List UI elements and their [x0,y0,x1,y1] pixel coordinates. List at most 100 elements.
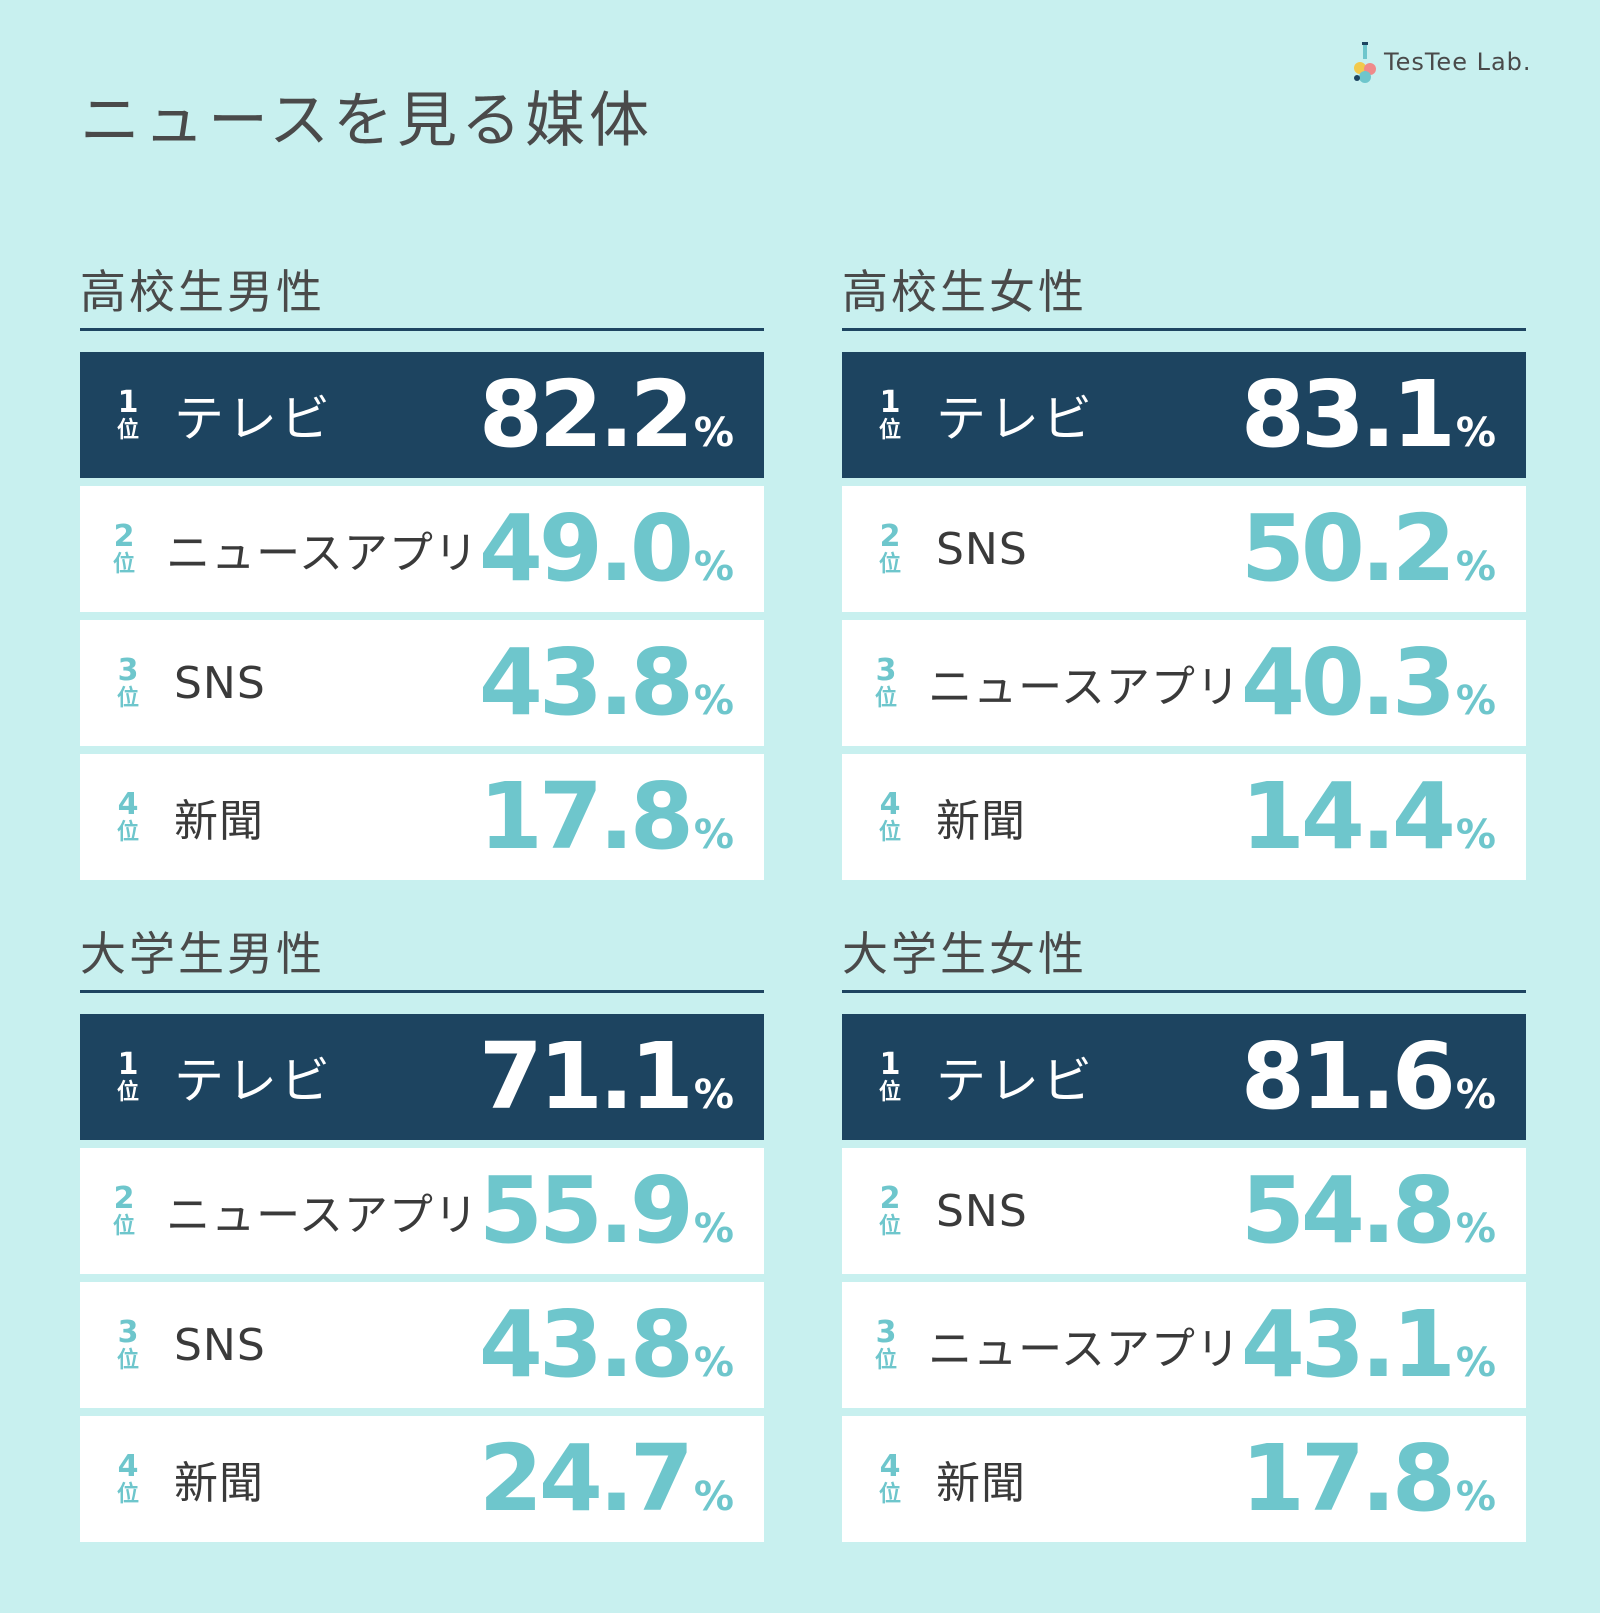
ranking-row: 4 位新聞 24.7% [80,1416,764,1542]
rank-suffix: 位 [113,1214,136,1239]
percentage-value: 24.7% [479,1433,764,1525]
percentage-number: 14.4 [1240,763,1456,870]
rank-number: 1 [879,1047,901,1082]
ranking-row: 2 位ニュースアプリ 55.9% [80,1148,764,1274]
ranking-row: 3 位 SNS 43.8% [80,620,764,746]
ranking-row: 4 位新聞 17.8% [80,754,764,880]
rank-number: 3 [117,653,139,688]
rank-number: 3 [875,653,897,688]
rank-suffix: 位 [878,1214,901,1239]
percentage-value: 43.8% [479,1299,764,1391]
rank-suffix: 位 [116,418,139,443]
ranking-row: 1 位テレビ 81.6% [842,1014,1526,1140]
percentage-number: 24.7 [478,1425,694,1532]
rank-number: 2 [113,519,135,554]
ranking-row: 1 位テレビ 82.2% [80,352,764,478]
percent-sign: % [1455,544,1496,590]
percentage-value: 55.9% [479,1165,764,1257]
rank-suffix: 位 [116,1482,139,1507]
percentage-value: 40.3% [1241,637,1526,729]
percentage-value: 43.8% [479,637,764,729]
rank-suffix: 位 [875,686,898,711]
percentage-number: 17.8 [478,763,694,870]
percent-sign: % [1455,1206,1496,1252]
percentage-number: 43.8 [478,629,694,736]
rank-suffix: 位 [116,820,139,845]
rank-number: 2 [113,1181,135,1216]
percentage-value: 82.2% [479,369,764,461]
panel-divider [80,990,764,993]
media-label: SNS [174,1319,266,1371]
rank-number: 4 [117,787,139,822]
percent-sign: % [1455,410,1496,456]
percent-sign: % [693,678,734,724]
rank-number: 1 [117,1047,139,1082]
percentage-number: 40.3 [1240,629,1456,736]
panel-title: 大学生女性 [842,927,1087,981]
rank-suffix: 位 [878,552,901,577]
rank-number: 3 [875,1315,897,1350]
media-label: SNS [936,523,1028,575]
panel-hs-male: 高校生男性 1 位テレビ 82.2% 2 位ニュースアプリ 49.0% 3 位 SNS 43.8% 4… [80,262,764,888]
rank-number: 3 [117,1315,139,1350]
rank-suffix: 位 [116,1348,139,1373]
ranking-row: 1 位テレビ 71.1% [80,1014,764,1140]
rank-suffix: 位 [878,418,901,443]
panel-divider [842,328,1526,331]
percent-sign: % [1455,1340,1496,1386]
percent-sign: % [1455,678,1496,724]
ranking-row: 2 位 SNS 50.2% [842,486,1526,612]
media-label: テレビ [936,1052,1095,1110]
percent-sign: % [693,410,734,456]
percentage-value: 49.0% [479,503,764,595]
ranking-row: 4 位新聞 14.4% [842,754,1526,880]
percent-sign: % [693,1206,734,1252]
percentage-number: 17.8 [1240,1425,1456,1532]
ranking-row: 4 位新聞 17.8% [842,1416,1526,1542]
media-label: テレビ [174,390,333,448]
rank-suffix: 位 [878,1080,901,1105]
percentage-value: 14.4% [1241,771,1526,863]
testee-lab-logo: TesTee Lab. [1352,40,1532,84]
rank-suffix: 位 [878,820,901,845]
rank-suffix: 位 [113,552,136,577]
media-label: 新聞 [936,1458,1026,1509]
percentage-value: 83.1% [1241,369,1526,461]
percentage-value: 81.6% [1241,1031,1526,1123]
percentage-number: 49.0 [478,495,694,602]
percentage-value: 71.1% [479,1031,764,1123]
percentage-number: 82.2 [478,361,694,468]
panel-univ-female: 大学生女性 1 位テレビ 81.6% 2 位 SNS 54.8% 3 位ニュースアプリ 43.1% 4… [842,924,1526,1550]
ranking-row: 3 位ニュースアプリ 40.3% [842,620,1526,746]
media-label: テレビ [936,390,1095,448]
percent-sign: % [693,1072,734,1118]
panel-hs-female: 高校生女性 1 位テレビ 83.1% 2 位 SNS 50.2% 3 位ニュースアプリ 40.3% 4… [842,262,1526,888]
panel-divider [80,328,764,331]
panel-title: 大学生男性 [80,927,325,981]
media-label: ニュースアプリ [928,662,1241,713]
rank-suffix: 位 [875,1348,898,1373]
panel-title: 高校生女性 [842,265,1087,319]
percentage-number: 50.2 [1240,495,1456,602]
rank-number: 4 [879,1449,901,1484]
percentage-number: 81.6 [1240,1023,1456,1130]
percentage-number: 83.1 [1240,361,1456,468]
percent-sign: % [693,812,734,858]
rank-number: 2 [879,519,901,554]
percent-sign: % [693,1340,734,1386]
media-label: ニュースアプリ [166,1190,479,1241]
percentage-value: 54.8% [1241,1165,1526,1257]
